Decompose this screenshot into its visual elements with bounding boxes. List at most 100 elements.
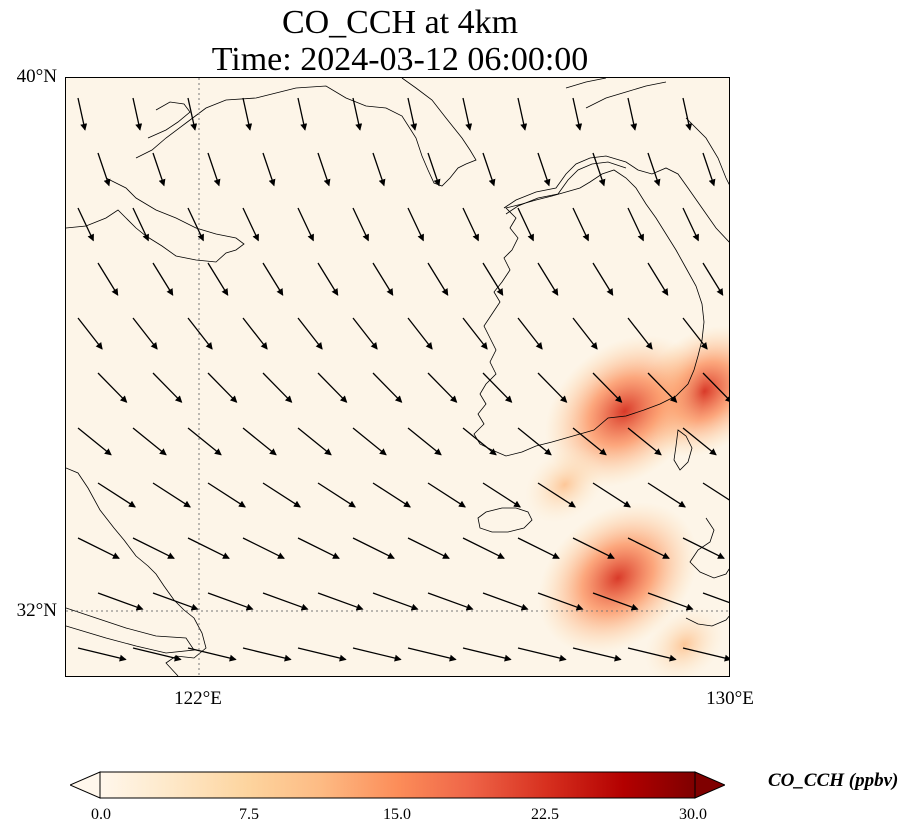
wind-arrow-123 xyxy=(242,647,292,662)
wind-arrow-39 xyxy=(262,262,284,296)
wind-arrow-127 xyxy=(462,647,512,662)
wind-arrow-56 xyxy=(517,317,543,350)
wind-arrow-122 xyxy=(187,647,237,662)
wind-arrow-15 xyxy=(262,152,276,187)
wind-arrow-28 xyxy=(297,207,314,242)
wind-arrow-113 xyxy=(372,592,419,611)
wind-arrow-23 xyxy=(702,152,716,187)
wind-arrow-14 xyxy=(207,152,221,187)
wind-arrow-112 xyxy=(317,592,364,611)
wind-arrow-103 xyxy=(462,537,505,559)
wind-arrow-46 xyxy=(647,262,669,296)
wind-arrow-49 xyxy=(132,317,158,350)
map-title: CO_CCH at 4km xyxy=(281,4,519,41)
wind-arrow-104 xyxy=(517,537,560,559)
coastline-shandong xyxy=(66,177,245,263)
wind-arrow-86 xyxy=(207,482,246,508)
wind-arrow-12 xyxy=(97,152,111,187)
wind-arrow-87 xyxy=(262,482,301,508)
wind-arrow-88 xyxy=(317,482,356,508)
map-panel xyxy=(65,77,730,677)
wind-arrow-60 xyxy=(97,372,128,403)
wind-arrow-68 xyxy=(537,372,568,403)
wind-arrow-97 xyxy=(132,537,175,559)
lon-label-122e: 122°E xyxy=(174,688,222,709)
colorbar-label: CO_CCH (ppbv) xyxy=(768,770,899,791)
wind-arrow-0 xyxy=(77,97,88,131)
wind-arrow-74 xyxy=(187,427,222,456)
wind-arrow-21 xyxy=(592,152,606,187)
wind-arrow-120 xyxy=(77,647,127,662)
wind-arrow-96 xyxy=(77,537,120,559)
colorbar-tick-4: 30.0 xyxy=(679,806,707,823)
co-plume-4 xyxy=(644,606,725,676)
wind-arrow-18 xyxy=(427,152,441,187)
wind-arrow-62 xyxy=(207,372,238,403)
coastline-tsushima xyxy=(673,429,693,471)
wind-arrow-126 xyxy=(407,647,457,662)
wind-arrow-3 xyxy=(242,97,253,131)
wind-arrow-90 xyxy=(427,482,466,508)
wind-arrow-57 xyxy=(572,317,598,350)
wind-arrow-8 xyxy=(517,97,528,131)
wind-arrow-65 xyxy=(372,372,403,403)
wind-arrow-131 xyxy=(682,647,729,662)
wind-arrow-44 xyxy=(537,262,559,296)
wind-arrow-6 xyxy=(407,97,418,131)
wind-arrow-33 xyxy=(572,207,589,242)
wind-arrow-20 xyxy=(537,152,551,187)
wind-arrow-67 xyxy=(482,372,513,403)
wind-arrow-105 xyxy=(572,537,615,559)
wind-arrow-82 xyxy=(627,427,662,456)
wind-arrow-73 xyxy=(132,427,167,456)
wind-arrow-1 xyxy=(132,97,143,131)
wind-arrow-45 xyxy=(592,262,614,296)
wind-arrow-125 xyxy=(352,647,402,662)
wind-arrow-63 xyxy=(262,372,293,403)
wind-arrow-40 xyxy=(317,262,339,296)
wind-arrow-31 xyxy=(462,207,479,242)
coastline-yangtze xyxy=(66,607,195,654)
wind-arrow-51 xyxy=(242,317,268,350)
wind-arrow-34 xyxy=(627,207,644,242)
wind-arrow-52 xyxy=(297,317,323,350)
wind-arrow-102 xyxy=(407,537,450,559)
wind-arrow-71 xyxy=(702,372,729,403)
wind-arrow-84 xyxy=(97,482,136,508)
wind-arrow-9 xyxy=(572,97,583,131)
wind-arrow-107 xyxy=(682,537,725,559)
wind-arrow-108 xyxy=(97,592,144,611)
wind-arrow-42 xyxy=(427,262,449,296)
wind-arrow-43 xyxy=(482,262,504,296)
wind-arrow-115 xyxy=(482,592,529,611)
colorbar-tick-2: 15.0 xyxy=(383,806,411,823)
wind-arrow-69 xyxy=(592,372,623,403)
wind-arrow-114 xyxy=(427,592,474,611)
wind-arrow-61 xyxy=(152,372,183,403)
wind-arrow-26 xyxy=(187,207,204,242)
wind-arrow-17 xyxy=(372,152,386,187)
wind-arrow-95 xyxy=(702,482,729,501)
coastline-china xyxy=(66,467,207,676)
wind-arrow-93 xyxy=(592,482,631,508)
wind-arrow-70 xyxy=(647,372,678,403)
lat-label-32n: 32°N xyxy=(16,600,57,621)
wind-arrow-100 xyxy=(297,537,340,559)
colorbar-gradient xyxy=(99,771,696,799)
wind-arrow-50 xyxy=(187,317,213,350)
wind-arrow-13 xyxy=(152,152,166,187)
wind-arrow-48 xyxy=(77,317,103,350)
coastline-liaodong xyxy=(147,101,191,139)
colorbar-extend-high xyxy=(694,771,727,799)
wind-arrow-130 xyxy=(627,647,677,662)
wind-arrow-77 xyxy=(352,427,387,456)
wind-arrow-81 xyxy=(572,427,607,456)
wind-arrow-99 xyxy=(242,537,285,559)
wind-arrow-19 xyxy=(482,152,496,187)
wind-vector-layer xyxy=(77,97,729,662)
wind-arrow-55 xyxy=(462,317,488,350)
colorbar-extend-low xyxy=(68,771,101,799)
wind-arrow-94 xyxy=(647,482,686,508)
wind-arrow-117 xyxy=(592,592,639,611)
wind-arrow-101 xyxy=(352,537,395,559)
